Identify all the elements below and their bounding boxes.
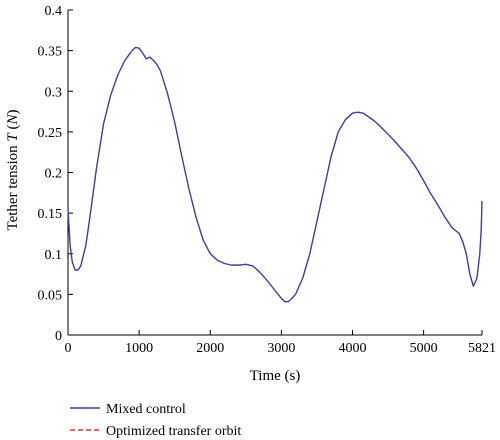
y-tick-label: 0.25 (38, 126, 63, 141)
y-tick-label: 0.05 (38, 288, 63, 303)
legend-label-optimized-transfer-orbit: Optimized transfer orbit (106, 424, 241, 439)
y-axis-title: Tether tension T (N) (5, 109, 21, 230)
x-tick-label: 4000 (338, 341, 366, 356)
x-tick-label: 1000 (125, 341, 153, 356)
y-tick-label: 0.15 (38, 207, 63, 222)
legend: Mixed control Optimized transfer orbit (70, 402, 241, 439)
x-tick-label: 2000 (196, 341, 224, 356)
y-tick-label: 0.4 (45, 4, 63, 19)
x-tick-label: 0 (65, 341, 72, 356)
y-tick-label: 0.2 (45, 167, 63, 182)
y-tick-label: 0.1 (45, 248, 63, 263)
ticks: 0 0.05 0.1 0.15 0.2 0.25 0.3 0.35 0.4 0 1000 2000 30… (38, 4, 497, 356)
x-axis-title: Time (s) (250, 368, 301, 384)
legend-label-mixed-control: Mixed control (106, 402, 186, 417)
x-tick-label: 5000 (410, 341, 438, 356)
series-line-mixed-control (67, 46, 483, 303)
y-tick-label: 0.3 (45, 85, 63, 100)
x-tick-label: 3000 (267, 341, 295, 356)
x-tick-label: 5821 (468, 341, 496, 356)
y-tick-label: 0.35 (38, 45, 63, 60)
axes (67, 10, 482, 336)
series-layer (67, 46, 483, 303)
y-tick-label: 0 (55, 329, 62, 344)
